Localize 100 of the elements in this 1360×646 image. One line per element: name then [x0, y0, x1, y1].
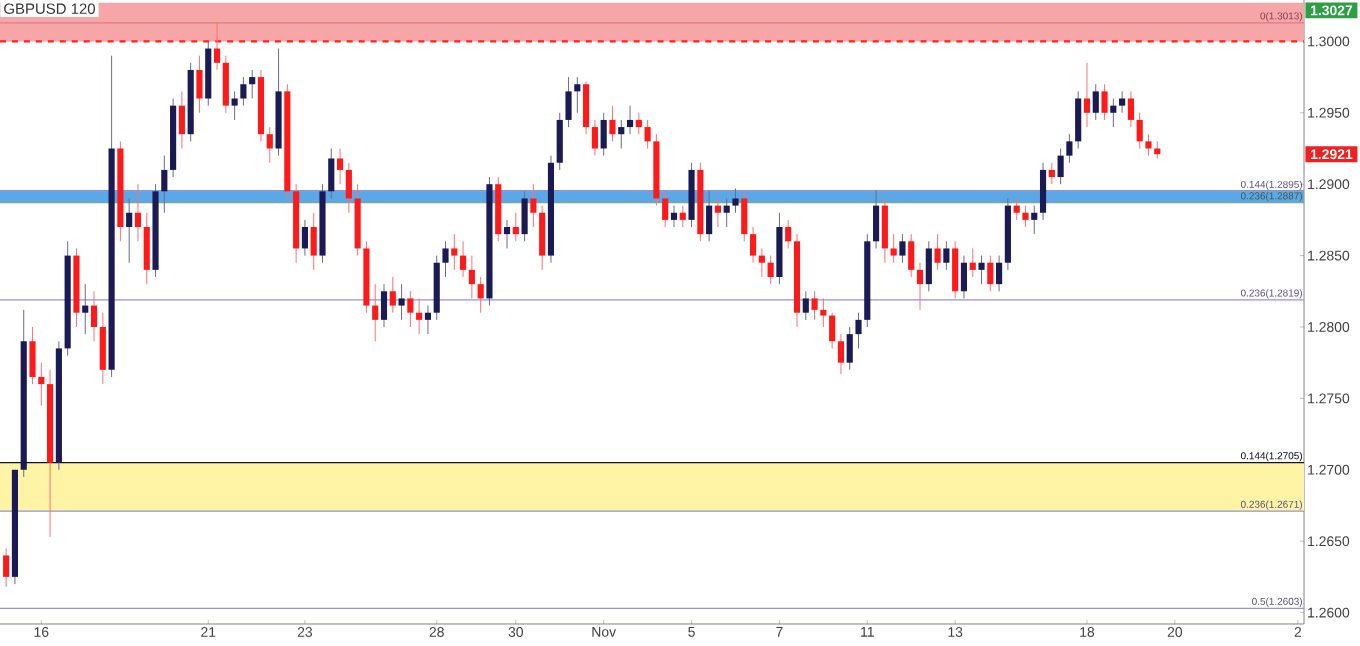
- candlestick: [512, 212, 519, 242]
- candlestick: [749, 226, 757, 264]
- candlestick: [336, 147, 344, 185]
- candlestick: [161, 155, 168, 214]
- candlestick: [468, 255, 475, 299]
- candlestick: [626, 105, 634, 135]
- candlestick: [389, 276, 396, 314]
- candlestick: [908, 233, 915, 278]
- candlestick: [591, 119, 598, 157]
- candlestick: [530, 183, 537, 228]
- candlestick: [345, 162, 352, 214]
- candlestick: [943, 240, 950, 271]
- candlestick: [855, 312, 862, 349]
- candlestick: [460, 240, 467, 278]
- candlestick: [407, 290, 414, 328]
- candlestick: [1022, 205, 1029, 228]
- candlestick: [829, 312, 836, 349]
- candlestick: [231, 90, 238, 121]
- candlestick: [3, 547, 10, 588]
- candlestick: [987, 255, 994, 292]
- candlestick: [837, 333, 845, 375]
- candlestick: [1119, 90, 1126, 114]
- candlestick: [301, 219, 308, 257]
- candlestick: [960, 255, 968, 299]
- candlestick: [521, 190, 528, 242]
- candlestick: [767, 255, 774, 285]
- candlestick: [1110, 98, 1117, 128]
- candlestick: [99, 312, 106, 385]
- candlestick: [249, 69, 256, 100]
- candlestick: [644, 119, 651, 149]
- candlestick: [741, 190, 748, 242]
- candlestick: [477, 276, 484, 314]
- candlestick: [662, 190, 669, 228]
- candlestick: [82, 283, 89, 335]
- candlestick: [802, 290, 809, 321]
- candlestick: [600, 112, 607, 157]
- candlestick: [609, 105, 616, 142]
- candlestick: [1039, 162, 1047, 221]
- candlestick: [758, 247, 765, 278]
- candlestick: [952, 240, 959, 299]
- candlestick: [539, 205, 546, 271]
- candlestick: [380, 283, 388, 328]
- candlestick: [618, 119, 625, 149]
- candlestick: [266, 126, 273, 164]
- candlestick: [1075, 90, 1082, 149]
- candlestick: [29, 326, 36, 385]
- candlestick: [1092, 83, 1099, 121]
- candlestick: [1101, 83, 1108, 121]
- candlestick: [706, 190, 713, 242]
- candlestick: [90, 290, 98, 342]
- candlestick: [574, 76, 581, 114]
- candlestick: [126, 197, 133, 264]
- candlestick: [196, 55, 203, 114]
- candlestick: [503, 219, 511, 249]
- candlestick: [978, 255, 985, 285]
- candlestick: [846, 326, 853, 371]
- candlestick: [916, 262, 924, 311]
- candlestick: [934, 233, 941, 271]
- candlestick: [222, 55, 229, 114]
- candlestick: [1145, 133, 1152, 157]
- candlestick: [811, 290, 818, 321]
- candlestick: [328, 147, 335, 199]
- candlestick: [583, 80, 590, 135]
- candlestick: [1057, 147, 1064, 185]
- candlestick: [134, 183, 142, 242]
- candlestick: [873, 189, 880, 249]
- candlestick: [565, 76, 572, 128]
- candlestick: [442, 240, 449, 278]
- candlestick: [714, 197, 721, 228]
- candlestick: [679, 205, 686, 228]
- candlestick: [451, 233, 458, 271]
- candlestick: [424, 305, 432, 335]
- candlestick: [785, 219, 792, 249]
- candlestick: [820, 297, 827, 328]
- candlestick: [1048, 162, 1055, 185]
- candlestick: [1013, 197, 1020, 221]
- candlestick: [240, 76, 247, 107]
- candlestick: [1136, 112, 1143, 149]
- candlestick: [398, 283, 405, 321]
- candlestick: [1083, 62, 1091, 128]
- candlestick: [732, 187, 739, 214]
- candlestick: [1127, 90, 1134, 128]
- candlestick: [890, 233, 897, 264]
- candlestick: [556, 112, 563, 171]
- candlestick: [723, 197, 730, 228]
- candlestick: [881, 197, 888, 264]
- candlestick: [1066, 133, 1073, 164]
- candlestick: [899, 233, 906, 264]
- candlestick: [670, 205, 678, 228]
- candlestick: [969, 247, 976, 278]
- candlestick: [996, 255, 1003, 292]
- candlestick: [38, 362, 45, 407]
- candlestick: [635, 112, 642, 135]
- candlestick: [310, 212, 317, 271]
- candlestick: [1031, 205, 1038, 235]
- candlestick: [143, 212, 150, 285]
- candlestick: [416, 297, 423, 335]
- candlestick: [178, 90, 185, 149]
- candlestick: [372, 283, 379, 342]
- candlestick: [925, 240, 932, 292]
